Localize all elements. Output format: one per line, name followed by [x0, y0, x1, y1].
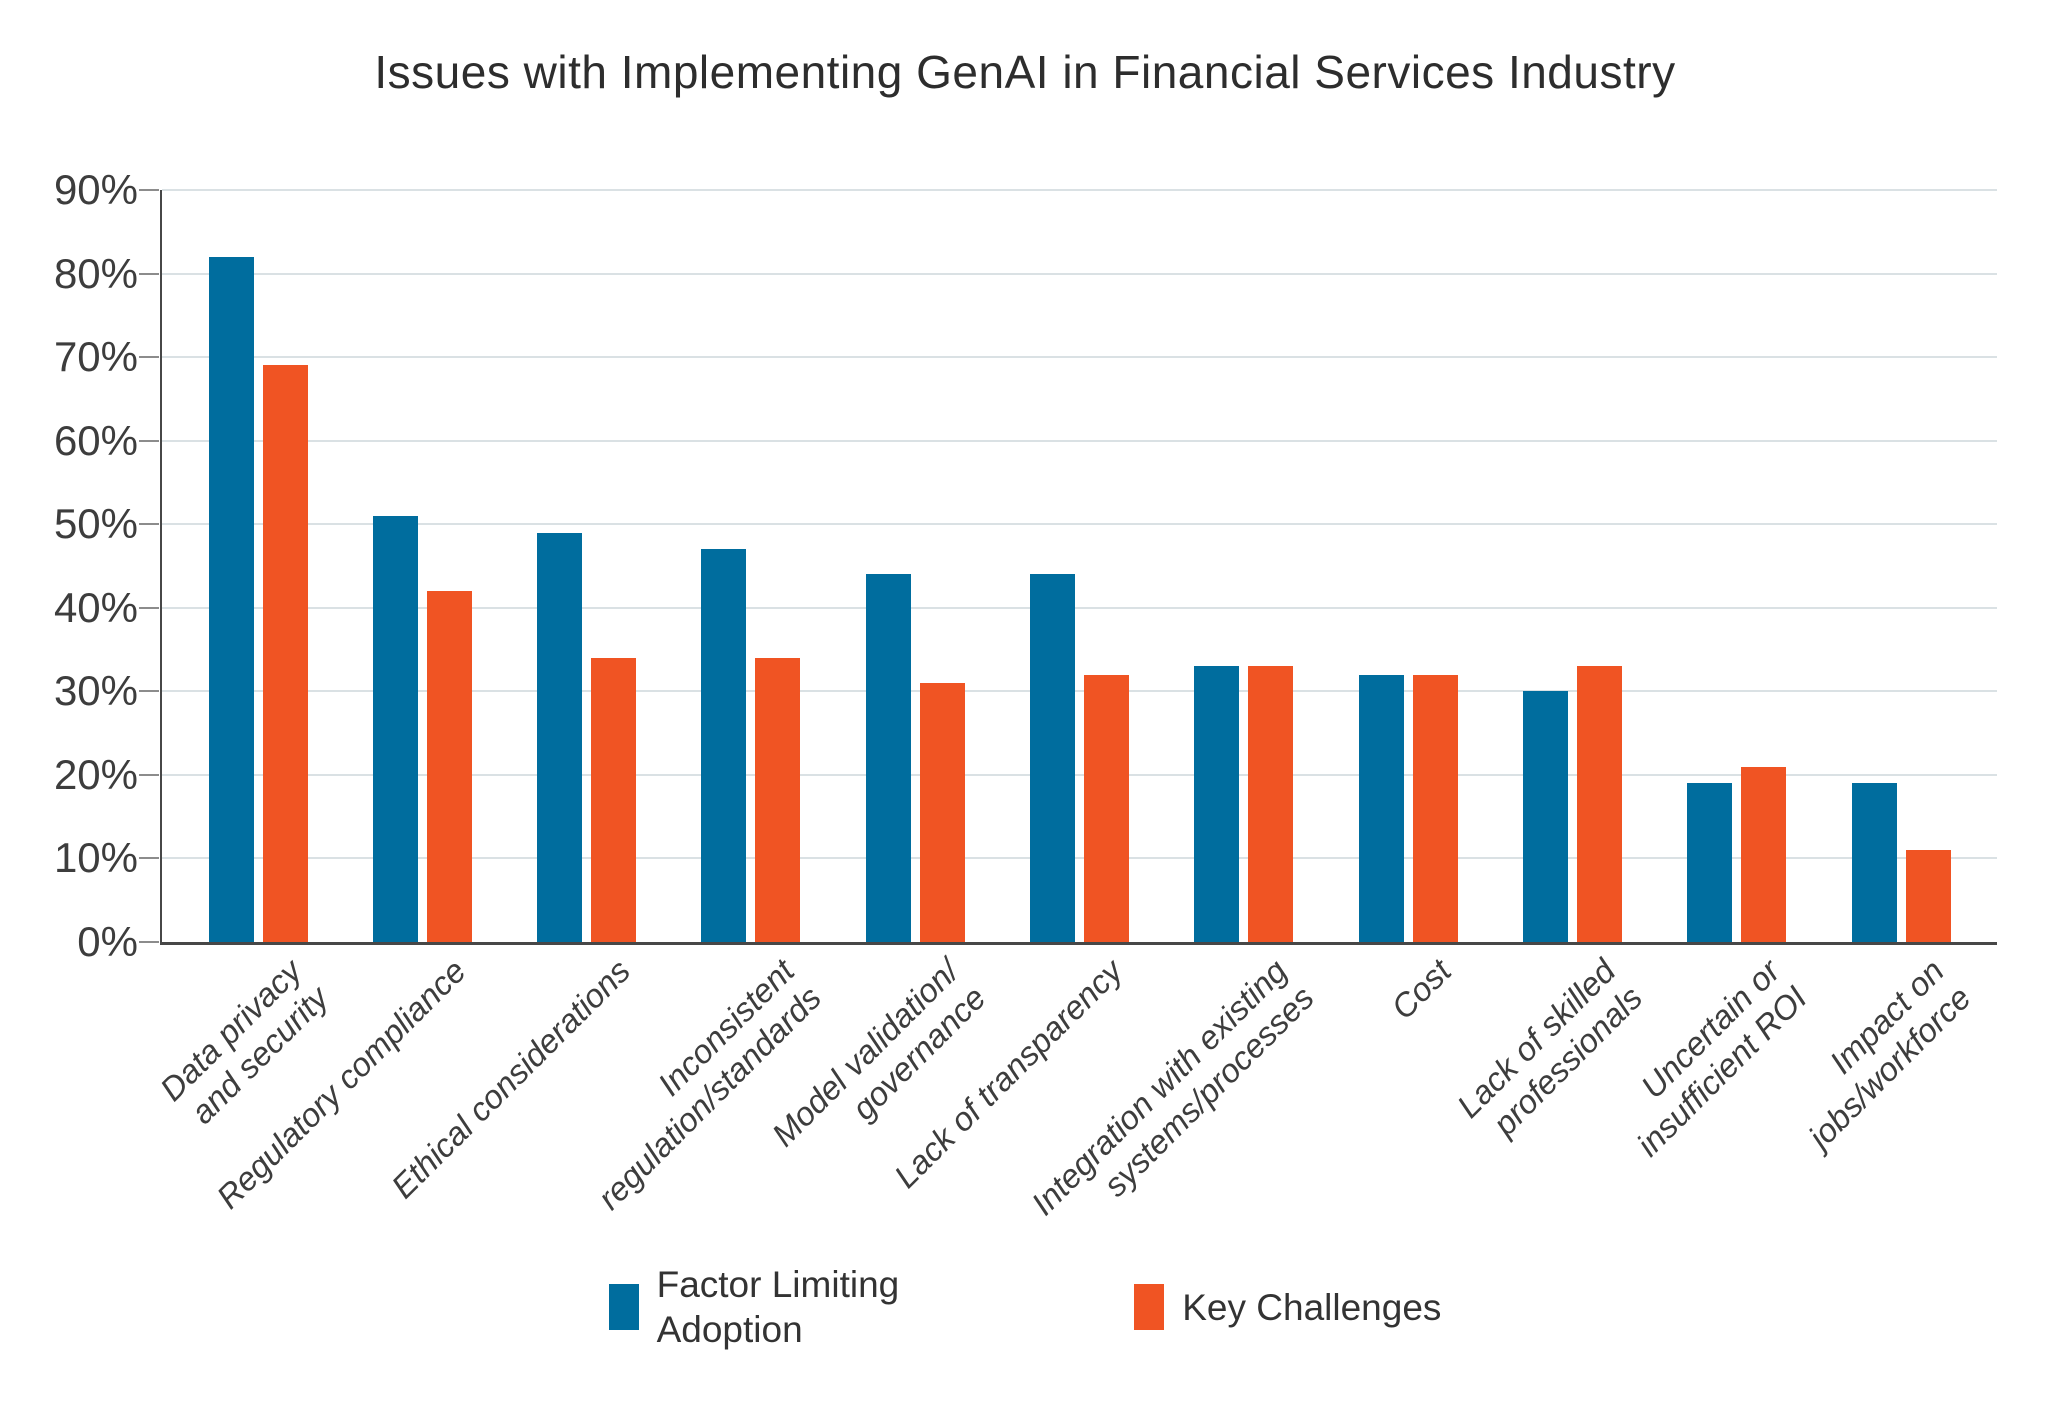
gridline-80pct [162, 272, 1997, 275]
gridline-70pct [162, 356, 1997, 359]
bar-factor-limiting-adoption-data-privacy [208, 256, 254, 942]
bar-key-challenges-regulatory-compliance [426, 591, 472, 942]
y-tick-label-90pct: 90% [53, 166, 138, 213]
y-tick-label-80pct: 80% [53, 249, 138, 297]
x-label-impact-on: Impact on jobs/workforce [1801, 952, 1978, 1156]
legend-swatch-factor-limiting-adoption-icon [608, 1284, 639, 1331]
bar-key-challenges-data-privacy [262, 365, 308, 942]
bar-factor-limiting-adoption-impact-on [1851, 783, 1897, 942]
bar-factor-limiting-adoption-lack-of-transparency [1030, 574, 1075, 942]
bar-key-challenges-cost [1412, 674, 1458, 942]
gridline-50pct [162, 523, 1997, 526]
gridline-90pct [162, 189, 1997, 191]
y-tick-label-30pct: 30% [53, 667, 138, 715]
bar-key-challenges-ethical-considerations [591, 657, 637, 942]
bar-key-challenges-uncertain-or [1741, 766, 1787, 942]
y-tick-40pct [139, 606, 159, 609]
plot-area [160, 189, 1997, 945]
y-tick-label-20pct: 20% [53, 750, 138, 798]
x-label-uncertain-or: Uncertain or insufficient ROI [1629, 952, 1814, 1164]
bar-key-challenges-lack-of-skilled [1576, 666, 1622, 942]
y-tick-50pct [139, 523, 159, 526]
gridline-60pct [162, 439, 1997, 442]
y-tick-30pct [139, 690, 159, 693]
y-tick-label-0pct: 0% [77, 918, 138, 965]
bar-key-challenges-model-validation [919, 682, 965, 942]
y-tick-70pct [139, 356, 159, 359]
bar-factor-limiting-adoption-uncertain-or [1687, 783, 1733, 942]
bar-factor-limiting-adoption-lack-of-skilled [1522, 691, 1568, 942]
y-tick-label-10pct: 10% [53, 834, 138, 882]
gridline-10pct [162, 857, 1997, 860]
y-tick-80pct [139, 272, 159, 275]
y-tick-0pct [139, 941, 159, 943]
y-tick-label-60pct: 60% [53, 416, 138, 464]
legend-label-factor-limiting-adoption: Factor Limiting Adoption [656, 1264, 900, 1351]
gridline-40pct [162, 606, 1997, 609]
y-tick-90pct [139, 189, 159, 191]
legend: Factor Limiting Adoption Key Challenges [0, 1262, 2050, 1352]
legend-swatch-key-challenges-icon [1134, 1284, 1165, 1331]
bar-factor-limiting-adoption-cost [1358, 674, 1404, 942]
x-label-cost: Cost [1384, 952, 1459, 1027]
bar-factor-limiting-adoption-inconsistent [701, 549, 747, 942]
y-tick-20pct [139, 773, 159, 776]
gridline-30pct [162, 690, 1997, 693]
legend-item-factor-limiting-adoption: Factor Limiting Adoption [608, 1262, 900, 1352]
y-tick-10pct [139, 857, 159, 860]
legend-item-key-challenges: Key Challenges [1134, 1284, 1442, 1331]
chart-title: Issues with Implementing GenAI in Financ… [374, 46, 1676, 98]
y-tick-label-70pct: 70% [53, 333, 138, 381]
bar-key-challenges-integration-with-existing [1248, 666, 1294, 942]
y-tick-60pct [139, 439, 159, 442]
bar-factor-limiting-adoption-model-validation [865, 574, 911, 942]
bar-key-challenges-inconsistent [755, 657, 801, 942]
bar-key-challenges-lack-of-transparency [1084, 674, 1129, 942]
bar-factor-limiting-adoption-ethical-considerations [537, 532, 583, 942]
y-tick-label-50pct: 50% [53, 500, 138, 548]
bar-factor-limiting-adoption-regulatory-compliance [372, 515, 418, 942]
legend-label-key-challenges: Key Challenges [1182, 1286, 1442, 1328]
y-tick-label-40pct: 40% [53, 583, 138, 631]
gridline-20pct [162, 773, 1997, 776]
bar-key-challenges-impact-on [1905, 850, 1951, 942]
bar-factor-limiting-adoption-integration-with-existing [1194, 666, 1240, 942]
